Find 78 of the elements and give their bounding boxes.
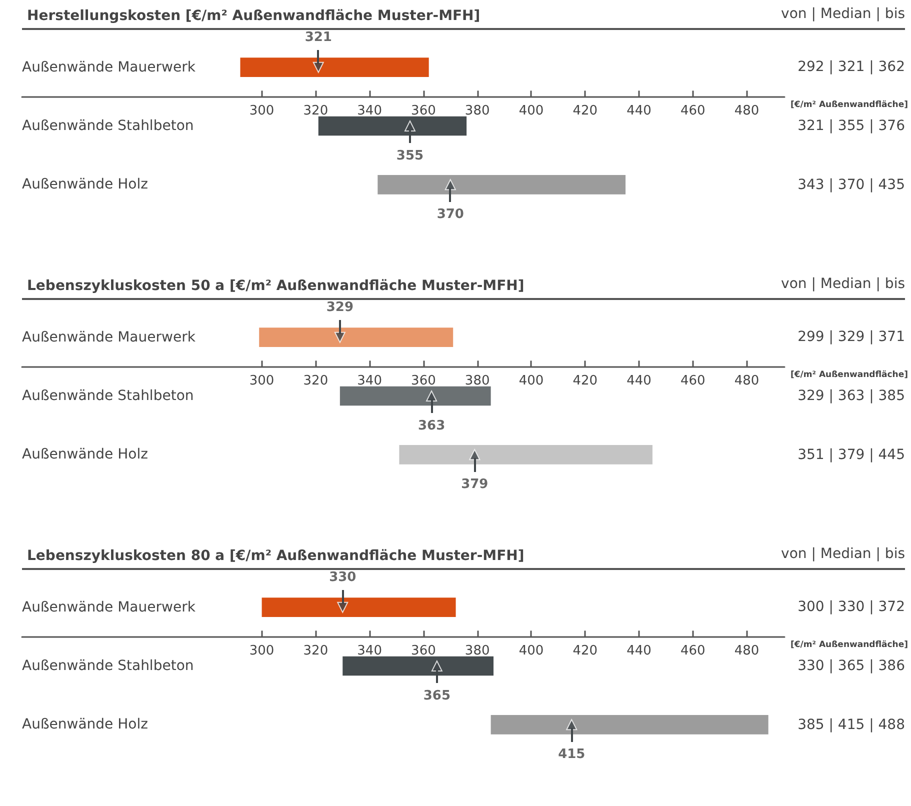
x-tick-label: 440 [626, 644, 652, 659]
x-tick-label: 320 [303, 374, 328, 389]
x-tick-label: 400 [518, 374, 544, 389]
x-tick-label: 300 [249, 644, 274, 659]
x-tick-label: 300 [249, 104, 274, 119]
y-tick-label: Außenwände Stahlbeton [22, 658, 194, 674]
data-label: 321 [304, 30, 332, 45]
bar [342, 656, 494, 676]
x-tick-label: 400 [518, 104, 544, 119]
x-tick-label: 460 [680, 104, 706, 119]
text: 329 | 363 | 385 [798, 388, 905, 404]
text: 300 | 330 | 372 [798, 599, 905, 616]
x-axis-title: [€/m² Außenwandfläche] [790, 100, 908, 110]
x-tick-label: 480 [734, 374, 760, 389]
chart-subtitle: [€/m² Außenwandfläche Muster-MFH] [230, 278, 524, 294]
x-tick-label: 380 [464, 644, 490, 659]
x-tick-label: 400 [518, 644, 544, 659]
y-tick-label: Außenwände Mauerwerk [22, 59, 196, 76]
bar [262, 598, 456, 618]
bar [259, 328, 454, 348]
x-tick-label: 480 [734, 644, 760, 659]
x-tick-label: 300 [249, 374, 274, 389]
x-tick-label: 380 [464, 374, 490, 389]
text: von | Median | bis [781, 6, 905, 22]
data-label: 363 [418, 418, 446, 434]
text: 385 | 415 | 488 [798, 716, 905, 733]
bar [378, 174, 626, 194]
x-tick-label: 320 [303, 644, 328, 659]
x-tick-label: 380 [464, 104, 490, 119]
text: 321 | 355 | 376 [798, 118, 905, 134]
x-tick-label: 460 [680, 644, 706, 659]
x-tick-label: 420 [572, 104, 598, 119]
text: 343 | 370 | 435 [798, 176, 905, 193]
data-label: 415 [558, 747, 586, 762]
x-tick-label: 320 [303, 104, 328, 119]
x-tick-label: 460 [680, 374, 706, 389]
chart-title: Lebenszykluskosten 50 a [27, 278, 225, 294]
chart-subtitle: [€/m² Außenwandfläche Muster-MFH] [230, 548, 524, 564]
data-label: 370 [436, 207, 464, 222]
text: 299 | 329 | 371 [798, 329, 905, 346]
x-tick-label: 480 [734, 104, 760, 119]
text: von | Median | bis [781, 276, 905, 292]
x-tick-label: 440 [626, 104, 652, 119]
data-label: 365 [423, 688, 450, 704]
y-tick-label: Außenwände Holz [22, 716, 148, 733]
x-tick-label: 360 [411, 104, 436, 119]
x-axis-title: [€/m² Außenwandfläche] [790, 640, 908, 650]
text: 351 | 379 | 445 [798, 446, 905, 463]
y-tick-label: Außenwände Holz [22, 176, 148, 193]
chart-title: Lebenszykluskosten 80 a [27, 548, 225, 564]
bar [240, 58, 429, 78]
y-tick-label: Außenwände Stahlbeton [22, 118, 194, 134]
x-tick-label: 340 [357, 644, 382, 659]
x-tick-label: 360 [411, 374, 436, 389]
bar [490, 714, 768, 734]
data-label: 379 [461, 477, 488, 492]
text: 292 | 321 | 362 [798, 59, 905, 76]
y-tick-label: Außenwände Mauerwerk [22, 599, 196, 616]
x-tick-label: 420 [572, 374, 598, 389]
data-label: 329 [326, 300, 354, 315]
y-tick-label: Außenwände Stahlbeton [22, 388, 194, 404]
x-tick-label: 340 [357, 104, 382, 119]
data-label: 330 [329, 570, 356, 585]
chart-title: Herstellungskosten [27, 8, 181, 24]
bar [318, 116, 467, 136]
y-tick-label: Außenwände Mauerwerk [22, 329, 196, 346]
bar [340, 386, 491, 406]
x-tick-label: 360 [411, 644, 436, 659]
x-tick-label: 420 [572, 644, 598, 659]
data-label: 355 [396, 148, 424, 164]
y-tick-label: Außenwände Holz [22, 446, 148, 463]
x-axis-title: [€/m² Außenwandfläche] [790, 370, 908, 380]
text: von | Median | bis [781, 546, 905, 562]
text: 330 | 365 | 386 [798, 658, 905, 674]
bar [399, 444, 652, 464]
x-tick-label: 340 [357, 374, 382, 389]
x-tick-label: 440 [626, 374, 652, 389]
chart-subtitle: [€/m² Außenwandfläche Muster-MFH] [185, 8, 480, 24]
